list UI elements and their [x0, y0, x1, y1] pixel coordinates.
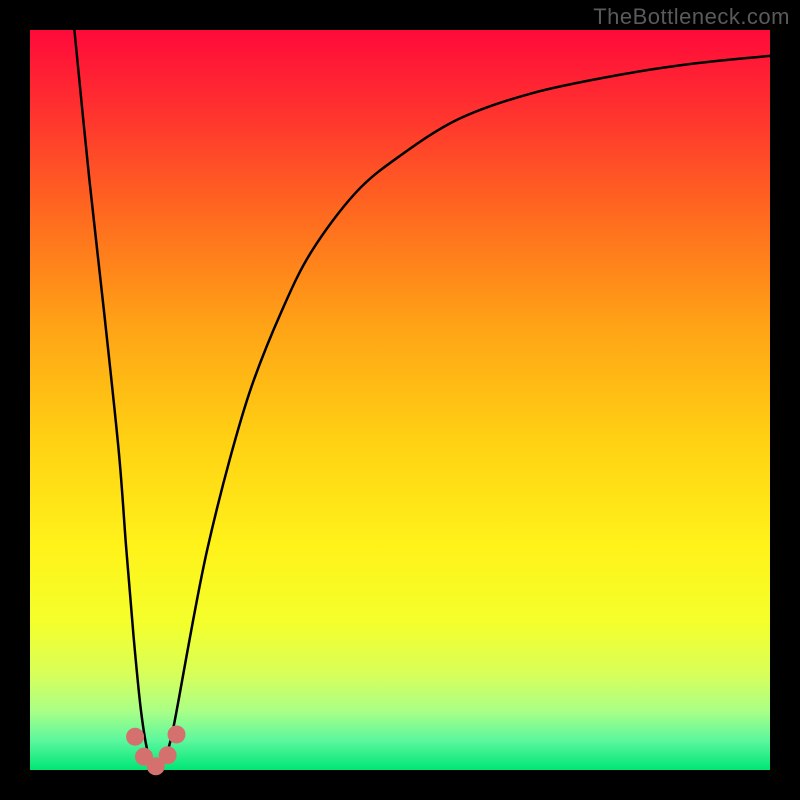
bottleneck-chart [0, 0, 800, 800]
trough-marker [168, 725, 186, 743]
trough-marker [126, 728, 144, 746]
gradient-background [30, 30, 770, 770]
trough-marker [159, 746, 177, 764]
watermark-text: TheBottleneck.com [593, 4, 790, 30]
chart-container: TheBottleneck.com [0, 0, 800, 800]
